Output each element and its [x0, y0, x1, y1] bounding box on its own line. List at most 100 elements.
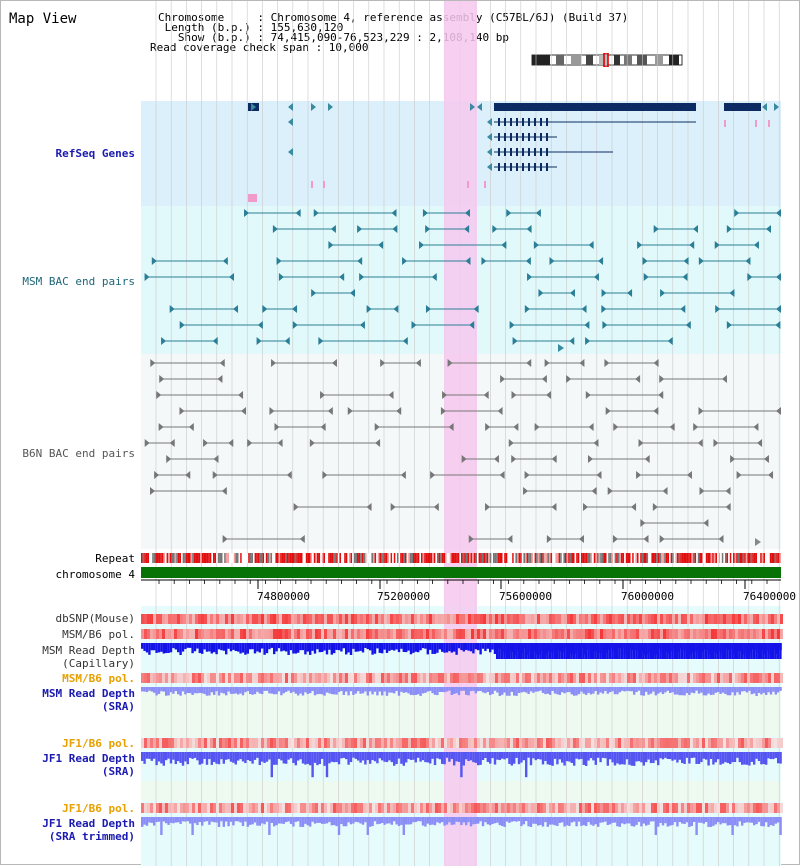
track-label-repeat[interactable]: Repeat [95, 552, 135, 565]
read-depth-bar [241, 687, 245, 696]
pol-heat-cell [642, 629, 645, 639]
read-depth-bar [741, 687, 744, 692]
pol-heat-cell [249, 629, 252, 639]
pol-heat-cell [732, 629, 735, 639]
pol-heat-cell [519, 629, 522, 639]
repeat-element [277, 553, 279, 563]
pol-heat-cell [609, 803, 612, 813]
read-depth-bar [143, 752, 146, 764]
axis-tick-label: 74800000 [257, 590, 310, 603]
read-depth-bar [719, 752, 722, 765]
track-label-jf1-b6-pol[interactable]: JF1/B6 pol. [62, 737, 135, 750]
read-depth-bar [241, 817, 245, 827]
read-depth-bar [285, 643, 288, 652]
track-label-chromosome[interactable]: chromosome 4 [55, 568, 135, 581]
track-label-msm-b6-pol-sra[interactable]: MSM/B6 pol. [62, 672, 135, 685]
repeat-element [691, 553, 693, 563]
read-depth-bar [556, 817, 559, 826]
pol-heat-cell [699, 673, 702, 683]
read-depth-bar [287, 817, 290, 822]
read-depth-bar [179, 687, 182, 696]
repeat-element [571, 553, 573, 563]
pol-heat-cell [375, 738, 378, 748]
read-depth-bar [743, 643, 746, 659]
repeat-element [659, 553, 661, 563]
pol-heat-cell [162, 803, 165, 813]
repeat-element [225, 553, 228, 563]
pol-heat-cell [633, 673, 636, 683]
msm-bac-pair-end [729, 289, 735, 297]
read-depth-bar [337, 643, 341, 651]
b6n-bac-pair-end [534, 423, 540, 431]
pol-heat-cell [441, 614, 444, 624]
read-depth-bar [668, 643, 672, 659]
pol-heat-cell [474, 738, 477, 748]
chromosome-ideogram[interactable] [529, 53, 689, 67]
read-depth-bar [153, 817, 156, 826]
pol-heat-cell [435, 803, 438, 813]
read-depth-bar [345, 687, 348, 692]
repeat-element [425, 553, 428, 563]
refseq-gene [724, 103, 761, 111]
pol-heat-cell [774, 629, 777, 639]
repeat-element [563, 553, 565, 563]
repeat-element [536, 553, 538, 563]
pol-heat-cell [705, 673, 708, 683]
read-depth-bar [647, 687, 650, 695]
track-label-jf1-depth-trimmed[interactable]: JF1 Read Depth [42, 817, 135, 830]
track-label-jf1-depth-sra[interactable]: JF1 Read Depth [42, 752, 135, 765]
read-depth-bar [318, 687, 321, 694]
track-label-msm-bac[interactable]: MSM BAC end pairs [22, 275, 135, 288]
pol-heat-cell [351, 673, 354, 683]
pol-heat-cell [246, 803, 249, 813]
track-label-jf1-b6-pol-trimmed[interactable]: JF1/B6 pol. [62, 802, 135, 815]
msm-bac-pair-end [492, 225, 498, 233]
read-depth-bar [311, 643, 314, 651]
track-label-dbsnp[interactable]: dbSNP(Mouse) [55, 612, 135, 625]
read-depth-bar [265, 687, 269, 691]
pol-heat-cell [492, 738, 495, 748]
read-depth-bar [352, 752, 355, 758]
read-depth-bar [445, 752, 449, 758]
msm-bac-pair-end [233, 305, 239, 313]
read-depth-bar [765, 817, 768, 823]
pol-heat-cell [165, 629, 168, 639]
read-depth-bar [678, 643, 681, 659]
b6n-bac-pair-end [697, 439, 703, 447]
pol-heat-cell [411, 629, 414, 639]
pol-heat-cell [147, 629, 150, 639]
track-label-refseq[interactable]: RefSeq Genes [55, 147, 135, 160]
msm-bac-pair-end [627, 289, 633, 297]
read-depth-bar [162, 643, 165, 654]
track-label-msm-b6-pol[interactable]: MSM/B6 pol. [62, 628, 135, 641]
track-label-b6n-bac[interactable]: B6N BAC end pairs [22, 447, 135, 460]
pol-heat-cell [321, 803, 324, 813]
strand-arrow [487, 133, 492, 141]
pol-heat-cell [603, 614, 606, 624]
read-depth-bar [414, 643, 417, 652]
b6n-bac-pair-end [493, 455, 499, 463]
read-depth-bar [657, 752, 660, 766]
msm-bac-pair-end [144, 273, 150, 281]
pol-heat-cell [141, 803, 144, 813]
read-depth-bar [155, 752, 158, 766]
read-depth-bar [729, 687, 732, 696]
pol-heat-cell [456, 803, 459, 813]
read-depth-bar [654, 817, 657, 835]
exon [516, 148, 518, 156]
track-label-msm-depth-sra[interactable]: MSM Read Depth [42, 687, 135, 700]
read-depth-bar [457, 687, 461, 696]
read-depth-bar [270, 643, 273, 648]
b6n-bac-pair-end [730, 455, 736, 463]
read-depth-bar [198, 752, 201, 765]
repeat-element [680, 553, 682, 563]
read-depth-bar [774, 643, 777, 659]
pol-heat-cell [366, 673, 369, 683]
pol-heat-cell [171, 803, 174, 813]
pol-heat-cell [633, 803, 636, 813]
track-label-msm-depth-capillary[interactable]: MSM Read Depth [42, 644, 135, 657]
read-depth-bar [777, 817, 780, 823]
read-depth-bar [453, 687, 456, 694]
